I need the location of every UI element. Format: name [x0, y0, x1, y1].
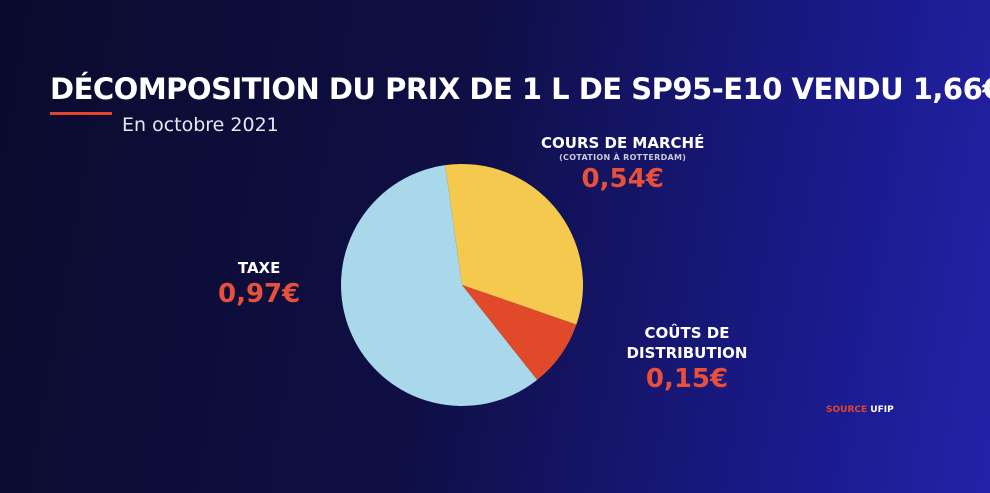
label-taxe-value: 0,97€ [218, 279, 301, 309]
label-cours-name: COURS DE MARCHÉ [541, 134, 705, 152]
label-couts-value: 0,15€ [645, 364, 729, 394]
label-cours-value: 0,54€ [581, 164, 664, 194]
pie-slice-cours-de-march- [445, 163, 584, 325]
label-cours-de-marche: COURS DE MARCHÉ (COTATION À ROTTERDAM) 0… [541, 133, 704, 195]
title-accent-line [50, 112, 112, 115]
pie-slice-co-ts-de-distribution [462, 285, 577, 380]
source-value: UFIP [870, 405, 894, 415]
label-taxe: TAXE 0,97€ [218, 258, 300, 310]
label-couts-name: COÛTS DE DISTRIBUTION [626, 324, 748, 362]
pie-slice-taxe [341, 165, 538, 406]
chart-subtitle: En octobre 2021 [122, 114, 279, 136]
label-taxe-name: TAXE [237, 259, 281, 277]
source-note: SOURCE UFIP [826, 405, 894, 415]
label-couts-distribution: COÛTS DE DISTRIBUTION 0,15€ [612, 323, 762, 395]
source-key: SOURCE [826, 405, 868, 415]
chart-title: DÉCOMPOSITION DU PRIX DE 1 L DE SP95-E10… [50, 72, 990, 106]
label-cours-note: (COTATION À ROTTERDAM) [559, 153, 687, 162]
